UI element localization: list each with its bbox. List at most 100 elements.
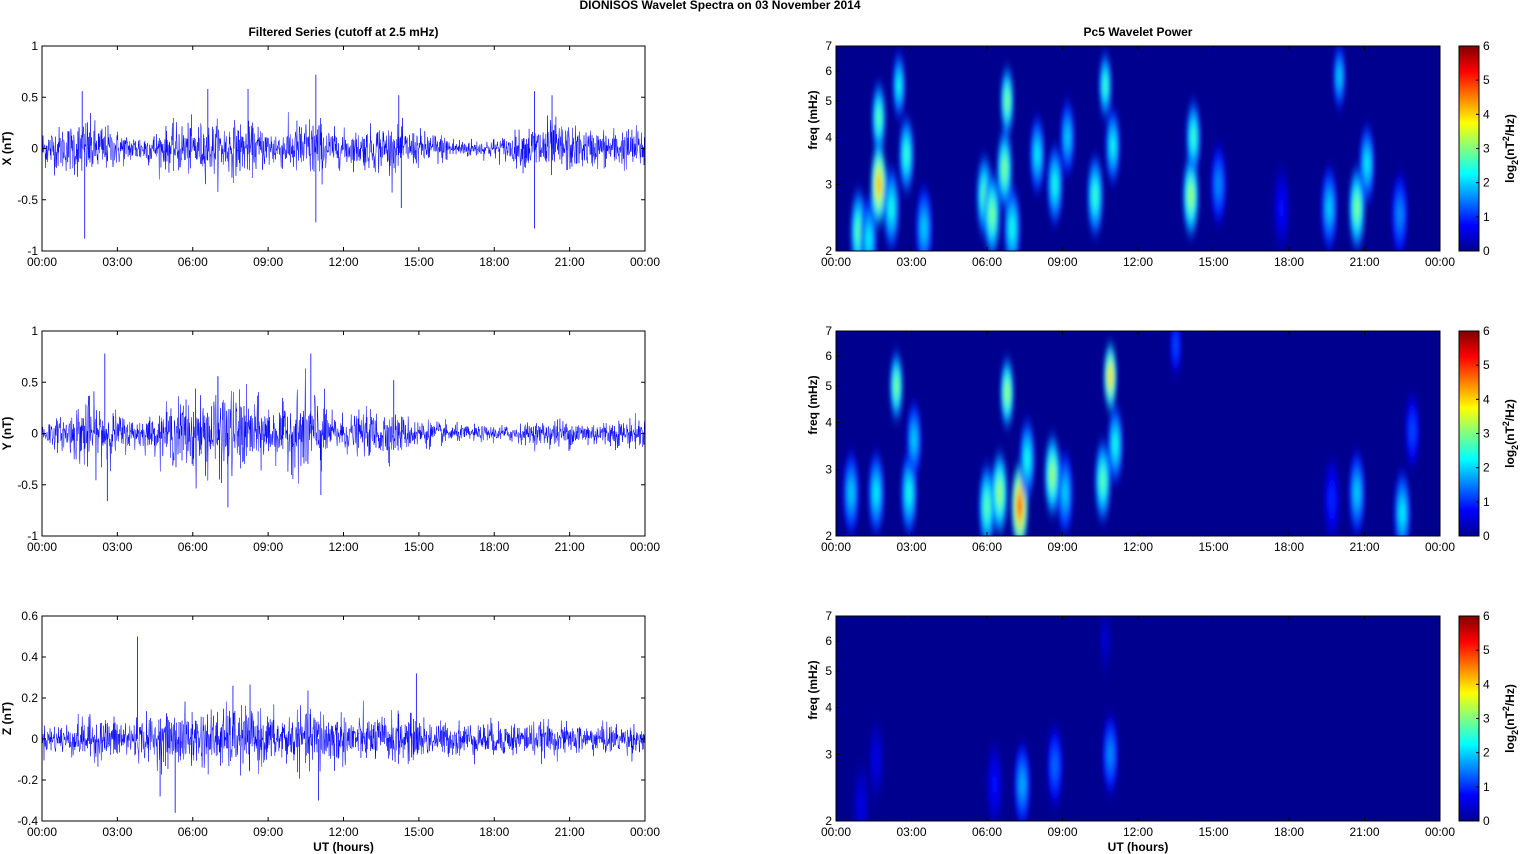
wavelet-power-blob — [873, 750, 880, 771]
colorbar-label: log2(nT2/Hz) — [1501, 399, 1520, 468]
colorbar-label-part: (nT — [1503, 141, 1517, 160]
wavelet-ytick-label: 6 — [825, 64, 832, 78]
series-xtick-label: 06:00 — [178, 255, 208, 269]
wavelet-power-blob — [1354, 482, 1360, 504]
colorbar-tick-label: 2 — [1483, 746, 1490, 760]
wavelet-xtick-label: 18:00 — [1274, 540, 1304, 554]
series-ytick-label: 1 — [31, 324, 38, 338]
wavelet-ylabel: freq (mHz) — [806, 375, 820, 434]
wavelet-power-blob — [1092, 185, 1098, 207]
wavelet-xtick-label: 09:00 — [1047, 540, 1077, 554]
wavelet-xtick-label: 00:00 — [821, 255, 851, 269]
series-xtick-label: 06:00 — [178, 825, 208, 839]
wavelet-xtick-label: 06:00 — [972, 255, 1002, 269]
colorbar-label-part: log — [1503, 735, 1517, 753]
wavelet-power-blob — [858, 794, 865, 816]
wavelet-ytick-label: 7 — [825, 39, 832, 53]
wavelet-power-blob — [1409, 421, 1415, 441]
wavelet-xtick-label: 12:00 — [1123, 255, 1153, 269]
series-xtick-label: 09:00 — [253, 255, 283, 269]
wavelet-power-blob — [1399, 502, 1406, 524]
wavelet-power-blob — [1062, 482, 1068, 504]
wavelet-power-blob — [1173, 337, 1179, 354]
colorbar-label: log2(nT2/Hz) — [1501, 684, 1520, 753]
wavelet-ytick-label: 3 — [825, 748, 832, 762]
wavelet-power-blob — [1107, 744, 1114, 765]
series-xtick-label: 09:00 — [253, 825, 283, 839]
wavelet-panel-y: 2 3 4 5 6 7 00:00 03:00 06:00 09:00 12:00 15:00 18:0… — [806, 324, 1520, 554]
wavelet-xtick-label: 12:00 — [1123, 825, 1153, 839]
colorbar-tick-label: 4 — [1483, 677, 1490, 691]
wavelet-ytick-label: 5 — [825, 379, 832, 393]
series-xlabel: UT (hours) — [313, 840, 374, 854]
colorbar-label-part: log — [1503, 165, 1517, 183]
wavelet-power-blob — [1102, 76, 1108, 95]
wavelet-power-blob — [906, 482, 912, 504]
wavelet-xtick-label: 00:00 — [821, 825, 851, 839]
wavelet-xtick-label: 00:00 — [821, 540, 851, 554]
wavelet-ytick-label: 4 — [825, 416, 832, 430]
wavelet-power-blob — [1004, 92, 1010, 111]
wavelet-ytick-label: 4 — [825, 131, 832, 145]
colorbar-tick-label: 1 — [1483, 495, 1490, 509]
colorbar-tick-label: 5 — [1483, 643, 1490, 657]
series-ytick-label: -1 — [27, 244, 38, 258]
wavelet-xtick-label: 18:00 — [1274, 825, 1304, 839]
colorbar-tick-label: 0 — [1483, 814, 1490, 828]
wavelet-xtick-label: 21:00 — [1349, 540, 1379, 554]
series-panel-z: -0.4 -0.2 0 0.2 0.4 0.6 00:00 03:00 06:00 09:00 12… — [0, 609, 660, 854]
series-line-x — [41, 112, 646, 193]
series-xtick-label: 06:00 — [178, 540, 208, 554]
series-ytick-label: -0.4 — [17, 814, 38, 828]
wavelet-power-blob — [1190, 128, 1197, 148]
series-line-z — [41, 684, 646, 779]
wavelet-ytick-label: 7 — [825, 609, 832, 623]
series-panel-y: -1 -0.5 0 0.5 1 00:00 03:00 06:00 09:00 12:00 15:0… — [0, 324, 660, 554]
wavelet-power-blob — [1278, 197, 1285, 219]
series-xtick-label: 12:00 — [328, 255, 358, 269]
colorbar-tick-label: 6 — [1483, 609, 1490, 623]
series-ylabel: X (nT) — [0, 132, 14, 166]
colorbar-tick-label: 3 — [1483, 712, 1490, 726]
wavelet-power-blob — [1354, 197, 1360, 219]
series-xtick-label: 00:00 — [630, 825, 660, 839]
wavelet-power-blob — [1188, 185, 1194, 207]
series-xtick-label: 00:00 — [27, 255, 57, 269]
series-xtick-label: 03:00 — [102, 255, 132, 269]
wavelet-power-blob — [1049, 465, 1056, 486]
series-panel-x: -1 -0.5 0 0.5 1 00:00 03:00 06:00 09:00 12:00 15:0… — [0, 25, 660, 269]
colorbar-label-part: 2 — [1510, 445, 1520, 450]
series-ytick-label: -1 — [27, 529, 38, 543]
wavelet-xtick-label: 03:00 — [896, 255, 926, 269]
wavelet-power-blob — [1024, 449, 1031, 470]
colorbar-label-part: log — [1503, 450, 1517, 468]
wavelet-xtick-label: 15:00 — [1198, 255, 1228, 269]
series-xtick-label: 15:00 — [404, 825, 434, 839]
series-title: Filtered Series (cutoff at 2.5 mHz) — [248, 25, 438, 39]
wavelet-power-blob — [1034, 145, 1041, 165]
series-xtick-label: 18:00 — [479, 255, 509, 269]
wavelet-xlabel: UT (hours) — [1108, 840, 1169, 854]
colorbar-label-part: 2 — [1510, 160, 1520, 165]
wavelet-power-blob — [1112, 434, 1119, 455]
figure-title: DIONISOS Wavelet Spectra on 03 November … — [580, 0, 861, 12]
colorbar-tick-label: 2 — [1483, 176, 1490, 190]
wavelet-power-blob — [1009, 217, 1016, 239]
colorbar-label-part: (nT — [1503, 711, 1517, 730]
series-xtick-label: 00:00 — [27, 825, 57, 839]
series-ylabel: Y (nT) — [0, 417, 14, 451]
series-xtick-label: 18:00 — [479, 540, 509, 554]
wavelet-ytick-label: 4 — [825, 701, 832, 715]
wavelet-xtick-label: 15:00 — [1198, 825, 1228, 839]
wavelet-ytick-label: 3 — [825, 178, 832, 192]
wavelet-power-blob — [1326, 197, 1333, 219]
series-xtick-label: 15:00 — [404, 255, 434, 269]
colorbar-tick-label: 1 — [1483, 780, 1490, 794]
series-ytick-label: 0 — [31, 142, 38, 156]
series-xtick-label: 03:00 — [102, 825, 132, 839]
series-plot-area — [42, 616, 645, 821]
colorbar-tick-label: 5 — [1483, 73, 1490, 87]
wavelet-blobs — [852, 616, 1119, 821]
wavelet-ytick-label: 5 — [825, 94, 832, 108]
series-ylabel: Z (nT) — [0, 702, 14, 735]
